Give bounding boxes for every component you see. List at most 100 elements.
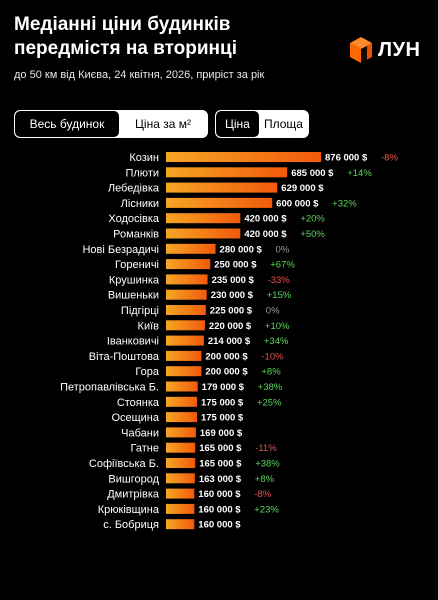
value-label: 420 000 $ bbox=[244, 229, 287, 240]
change-label: +23% bbox=[254, 504, 279, 515]
value-label: 165 000 $ bbox=[199, 459, 242, 470]
change-label: +15% bbox=[267, 290, 292, 301]
value-label: 175 000 $ bbox=[201, 413, 244, 424]
bar bbox=[166, 503, 195, 514]
title-line-1: Медіанні ціни будинків bbox=[14, 14, 231, 35]
brand-name: ЛУН bbox=[378, 38, 421, 61]
metric-option-price[interactable]: Ціна bbox=[216, 111, 259, 137]
category-label: Дмитрівка bbox=[107, 489, 160, 501]
category-label: с. Бобриця bbox=[103, 519, 159, 531]
category-label: Лебедівка bbox=[108, 183, 160, 195]
change-label: +32% bbox=[332, 198, 357, 209]
bar bbox=[166, 182, 278, 193]
value-label: 280 000 $ bbox=[220, 244, 263, 255]
bar bbox=[166, 412, 197, 423]
bar bbox=[166, 320, 205, 331]
value-label: 175 000 $ bbox=[201, 397, 244, 408]
value-label: 200 000 $ bbox=[205, 351, 248, 362]
bar bbox=[166, 473, 195, 484]
category-label: Чабани bbox=[121, 427, 159, 439]
bar bbox=[166, 259, 211, 270]
category-label: Крушинка bbox=[109, 274, 160, 286]
bar bbox=[166, 274, 208, 285]
change-label: +38% bbox=[255, 459, 280, 470]
category-label: Романків bbox=[113, 229, 159, 241]
bar bbox=[166, 366, 202, 377]
value-label: 163 000 $ bbox=[199, 474, 242, 485]
category-label: Козин bbox=[129, 152, 159, 164]
metric-option-area[interactable]: Площа bbox=[258, 111, 308, 137]
change-label: -10% bbox=[261, 351, 284, 362]
category-label: Гатне bbox=[131, 443, 159, 455]
value-label: 214 000 $ bbox=[208, 336, 251, 347]
change-label: -33% bbox=[268, 275, 291, 286]
change-label: +8% bbox=[261, 367, 281, 378]
page-title: Медіанні ціни будинків передмістя на вто… bbox=[14, 13, 314, 61]
category-label: Київ bbox=[138, 320, 160, 332]
value-label: 250 000 $ bbox=[214, 260, 257, 271]
category-label: Іванковичі bbox=[107, 336, 159, 348]
bar bbox=[166, 442, 196, 453]
bar bbox=[166, 197, 273, 208]
category-label: Нові Безрадичі bbox=[82, 244, 159, 256]
price-bar-chart: Козин 876 000 $ -8% Плюти 685 000 $ +14% Лебед… bbox=[60, 152, 398, 531]
category-label: Крюківщина bbox=[98, 504, 160, 516]
bar bbox=[166, 289, 207, 300]
value-label: 169 000 $ bbox=[200, 428, 243, 439]
value-label: 629 000 $ bbox=[281, 183, 324, 194]
category-label: Плюти bbox=[125, 167, 159, 179]
category-label: Петропавлівська Б. bbox=[60, 382, 159, 394]
category-label: Стоянка bbox=[117, 397, 160, 409]
bar bbox=[166, 228, 241, 239]
category-label: Вишеньки bbox=[108, 290, 159, 302]
change-label: 0% bbox=[266, 306, 280, 317]
value-label: 600 000 $ bbox=[276, 198, 319, 209]
bar bbox=[166, 519, 195, 530]
value-label: 225 000 $ bbox=[210, 306, 253, 317]
bar bbox=[166, 335, 204, 346]
category-label: Підгірці bbox=[121, 305, 159, 317]
change-label: +34% bbox=[264, 336, 289, 347]
change-label: +20% bbox=[300, 214, 325, 225]
scope-toggle: Весь будинок Ціна за м² bbox=[14, 110, 208, 138]
bar bbox=[166, 427, 196, 438]
bar bbox=[166, 243, 216, 254]
category-label: Осещина bbox=[111, 412, 159, 424]
bar bbox=[166, 381, 198, 392]
bar bbox=[166, 167, 288, 178]
category-label: Лісники bbox=[121, 198, 159, 210]
change-label: +8% bbox=[255, 474, 275, 485]
bar bbox=[166, 213, 241, 224]
value-label: 160 000 $ bbox=[198, 520, 241, 531]
value-label: 876 000 $ bbox=[325, 153, 368, 164]
change-label: -11% bbox=[255, 443, 277, 454]
category-label: Вишгород bbox=[108, 473, 159, 485]
change-label: +25% bbox=[257, 397, 282, 408]
change-label: -8% bbox=[254, 489, 271, 500]
category-label: Гора bbox=[135, 366, 159, 378]
value-label: 220 000 $ bbox=[209, 321, 252, 332]
category-label: Ходосівка bbox=[108, 213, 159, 225]
category-label: Віта-Поштова bbox=[89, 351, 160, 363]
value-label: 685 000 $ bbox=[291, 168, 334, 179]
lun-cube-icon bbox=[350, 37, 372, 63]
bar bbox=[166, 305, 206, 315]
scope-option-price-per-sqm[interactable]: Ціна за м² bbox=[119, 111, 207, 137]
value-label: 165 000 $ bbox=[199, 443, 242, 454]
value-label: 230 000 $ bbox=[211, 290, 254, 301]
bar bbox=[166, 350, 202, 361]
value-label: 235 000 $ bbox=[212, 275, 255, 286]
bar bbox=[166, 458, 196, 468]
change-label: +50% bbox=[300, 229, 325, 240]
category-label: Гореничі bbox=[115, 259, 159, 271]
value-label: 179 000 $ bbox=[202, 382, 245, 393]
bar bbox=[166, 396, 197, 407]
page-subtitle: до 50 км від Києва, 24 квітня, 2026, при… bbox=[14, 69, 265, 81]
change-label: +38% bbox=[258, 382, 283, 393]
scope-option-whole-house[interactable]: Весь будинок bbox=[15, 111, 119, 137]
category-label: Софіївська Б. bbox=[89, 458, 159, 470]
change-label: +67% bbox=[270, 260, 295, 271]
change-label: -8% bbox=[381, 153, 398, 164]
change-label: +14% bbox=[347, 168, 372, 179]
bar bbox=[166, 488, 195, 499]
